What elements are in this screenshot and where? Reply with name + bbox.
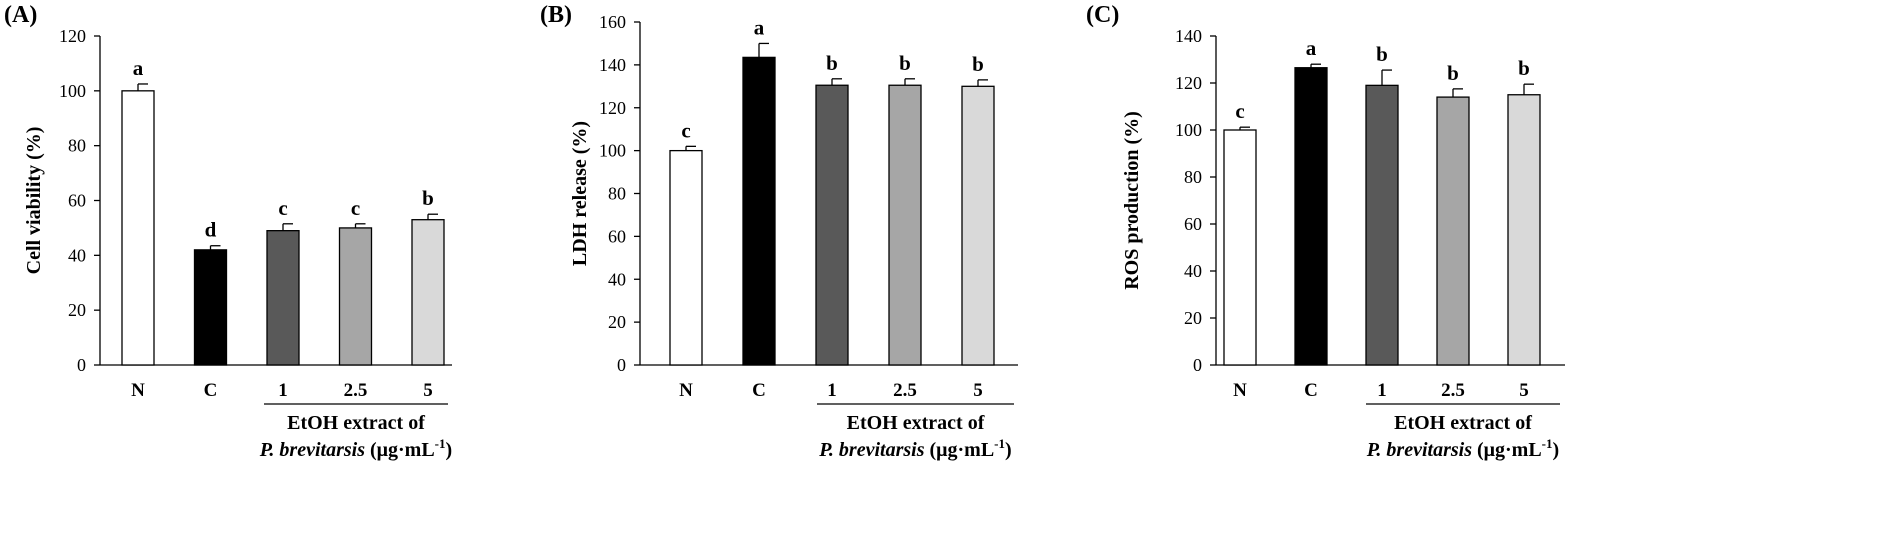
y-tick-label: 0 — [77, 355, 86, 375]
significance-letter: c — [278, 196, 287, 220]
y-tick-label: 100 — [1175, 120, 1202, 140]
y-axis-label: ROS production (%) — [1121, 111, 1143, 290]
bar-4 — [1436, 96, 1470, 366]
bar-1 — [121, 90, 155, 366]
x-category-label: 2.5 — [893, 380, 917, 401]
y-tick-label: 20 — [68, 300, 86, 320]
x-category-label: 2.5 — [1441, 380, 1465, 401]
x-category-label: 2.5 — [344, 380, 368, 401]
x-category-label: 1 — [278, 380, 288, 401]
unit-close: ) — [446, 439, 453, 461]
significance-letter: a — [133, 56, 144, 80]
bar-1 — [669, 149, 703, 366]
unit-superscript: -1 — [435, 436, 446, 451]
significance-letter: b — [826, 51, 838, 75]
species-name: P. brevitarsis — [1366, 439, 1472, 461]
y-axis-label: LDH release (%) — [569, 121, 591, 266]
x-category-label: 5 — [973, 380, 983, 401]
x-category-label: N — [679, 380, 693, 401]
significance-letter: c — [681, 118, 690, 142]
unit-close: ) — [1553, 439, 1560, 461]
y-tick-label: 140 — [1175, 26, 1202, 46]
x-category-label: 1 — [827, 380, 837, 401]
bar-4 — [888, 84, 922, 366]
x-category-label: 5 — [1519, 380, 1529, 401]
y-tick-label: 80 — [1184, 167, 1202, 187]
y-tick-label: 80 — [608, 184, 626, 204]
y-tick-label: 100 — [599, 141, 626, 161]
unit-text: (μg·mL — [925, 439, 995, 461]
bar-2 — [742, 56, 776, 366]
group-label-line1: EtOH extract of — [1394, 412, 1532, 434]
x-category-label: C — [1304, 380, 1318, 401]
x-category-label: 5 — [423, 380, 433, 401]
y-tick-label: 60 — [1184, 214, 1202, 234]
x-category-label: C — [752, 380, 766, 401]
y-tick-label: 0 — [617, 355, 626, 375]
panel-label: (A) — [4, 2, 37, 28]
unit-text: (μg·mL — [1472, 439, 1542, 461]
bar-3 — [266, 230, 300, 366]
y-tick-label: 140 — [599, 55, 626, 75]
panel-label: (B) — [540, 2, 572, 28]
y-tick-label: 120 — [59, 26, 86, 46]
bar-5 — [1507, 94, 1541, 366]
y-tick-label: 20 — [1184, 308, 1202, 328]
y-tick-label: 40 — [608, 269, 626, 289]
significance-letter: b — [1376, 42, 1388, 66]
y-tick-label: 0 — [1193, 355, 1202, 375]
panel-label: (C) — [1086, 2, 1119, 28]
x-category-label: N — [131, 380, 145, 401]
significance-letter: a — [754, 15, 765, 39]
y-tick-label: 60 — [608, 226, 626, 246]
y-tick-label: 20 — [608, 312, 626, 332]
species-name: P. brevitarsis — [818, 439, 924, 461]
unit-superscript: -1 — [1542, 436, 1553, 451]
chart-panel-c: (C) 0 20 40 60 80 100 120 140 ROS production (%) c… — [1086, 2, 1565, 461]
bar-4 — [338, 227, 373, 366]
bar-1 — [1223, 129, 1257, 366]
significance-letter: c — [1235, 99, 1244, 123]
y-tick-label: 100 — [59, 81, 86, 101]
bar-3 — [815, 84, 849, 366]
y-axis-label: Cell viability (%) — [23, 127, 45, 275]
bar-2 — [1294, 67, 1328, 366]
bar-2 — [193, 249, 228, 366]
significance-letter: b — [899, 51, 911, 75]
y-tick-label: 40 — [1184, 261, 1202, 281]
x-category-label: N — [1233, 380, 1247, 401]
group-label-line1: EtOH extract of — [287, 412, 425, 434]
y-tick-label: 120 — [1175, 73, 1202, 93]
group-label-line2: P. brevitarsis (μg·mL-1) — [818, 436, 1011, 461]
bar-5 — [961, 85, 995, 366]
significance-letter: b — [972, 52, 984, 76]
group-label-line1: EtOH extract of — [847, 412, 985, 434]
y-tick-label: 80 — [68, 136, 86, 156]
unit-superscript: -1 — [994, 436, 1005, 451]
significance-letter: d — [205, 218, 217, 242]
chart-panel-a: (A) 0 20 40 60 80 100 120 Cell viability (%) a Nd C… — [4, 2, 452, 461]
chart-panel-b: (B) 0 20 40 60 80 100 120 140 160 LDH release (%) c… — [540, 2, 1018, 461]
unit-close: ) — [1005, 439, 1012, 461]
group-label-line2: P. brevitarsis (μg·mL-1) — [259, 436, 452, 461]
y-tick-label: 160 — [599, 12, 626, 32]
significance-letter: b — [1518, 56, 1530, 80]
significance-letter: c — [351, 196, 360, 220]
x-category-label: C — [204, 380, 218, 401]
y-tick-label: 120 — [599, 98, 626, 118]
bar-5 — [411, 219, 445, 366]
significance-letter: b — [422, 186, 434, 210]
significance-letter: b — [1447, 61, 1459, 85]
y-tick-label: 60 — [68, 191, 86, 211]
significance-letter: a — [1306, 36, 1317, 60]
y-tick-label: 40 — [68, 245, 86, 265]
group-label-line2: P. brevitarsis (μg·mL-1) — [1366, 436, 1559, 461]
bar-3 — [1365, 84, 1399, 366]
unit-text: (μg·mL — [365, 439, 435, 461]
species-name: P. brevitarsis — [259, 439, 365, 461]
x-category-label: 1 — [1377, 380, 1387, 401]
